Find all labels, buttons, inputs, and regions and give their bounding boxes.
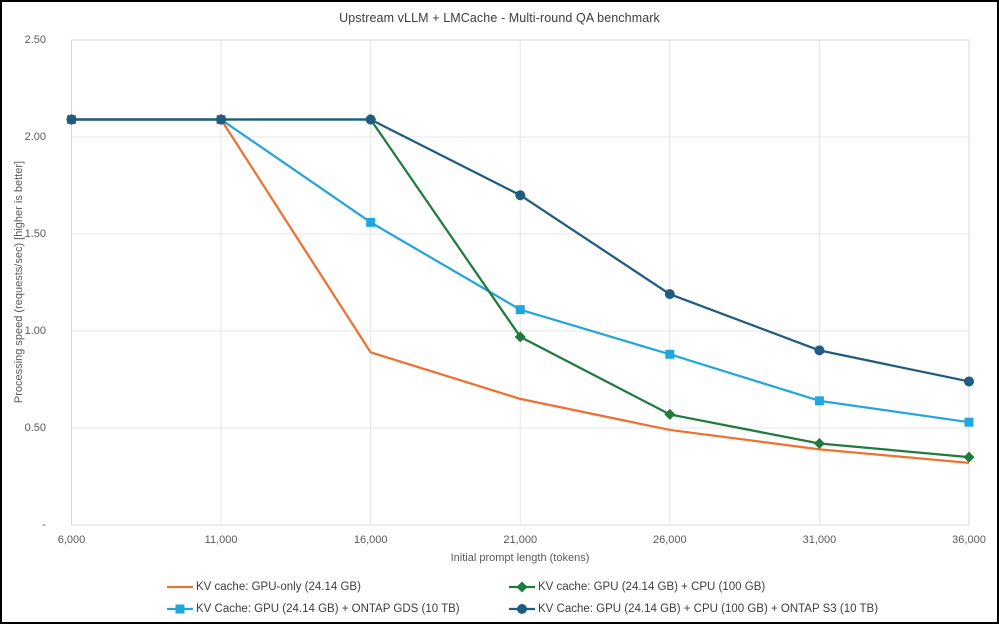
- series-3-marker: [66, 114, 77, 125]
- chart-title: Upstream vLLM + LMCache - Multi-round QA…: [339, 11, 660, 25]
- x-tick-label: 16,000: [353, 534, 388, 546]
- series-3-marker: [216, 114, 227, 125]
- series-1-marker: [515, 305, 525, 315]
- y-tick-label: -: [42, 518, 46, 531]
- series-2-marker: [963, 451, 975, 463]
- legend-item-gpu-only: KV cache: GPU-only (24.14 GB): [167, 579, 361, 595]
- x-tick-label: 31,000: [802, 534, 837, 546]
- series-1-marker: [366, 217, 376, 227]
- legend-marker: [175, 604, 185, 614]
- y-axis-title: Processing speed (requests/sec) [higher …: [13, 160, 25, 404]
- series-1-marker: [665, 349, 675, 359]
- series-1-marker: [964, 417, 974, 427]
- x-tick-label: 11,000: [204, 534, 238, 546]
- legend-label: KV cache: GPU-only (24.14 GB): [196, 581, 361, 593]
- legend-label: KV cache: GPU (24.14 GB) + CPU (100 GB): [538, 581, 766, 593]
- legend-swatch-diamond-icon: [509, 581, 535, 593]
- x-tick-label: 26,000: [653, 534, 687, 546]
- legend-item-gpu-cpu-ontap-s3: KV Cache: GPU (24.14 GB) + CPU (100 GB) …: [509, 601, 878, 617]
- x-axis-title: Initial prompt length (tokens): [450, 552, 590, 564]
- legend-marker: [517, 604, 527, 614]
- series-3-marker: [814, 345, 825, 356]
- legend-swatch-square-icon: [167, 604, 193, 614]
- y-tick-label: 1.00: [24, 324, 46, 337]
- y-tick-label: 2.00: [24, 130, 46, 143]
- legend-label: KV Cache: GPU (24.14 GB) + ONTAP GDS (10…: [196, 603, 460, 615]
- series-3-marker: [365, 114, 376, 125]
- y-tick-label: 2.50: [24, 33, 46, 46]
- legend-item-gpu-ontap-gds: KV Cache: GPU (24.14 GB) + ONTAP GDS (10…: [167, 601, 460, 617]
- y-tick-label: 0.50: [24, 421, 46, 434]
- legend-swatch-line-icon: [167, 585, 193, 589]
- x-tick-label: 6,000: [57, 534, 86, 546]
- series-2-marker: [664, 408, 676, 420]
- series-1-marker: [814, 396, 824, 406]
- series-2-marker: [514, 331, 526, 343]
- legend-label: KV Cache: GPU (24.14 GB) + CPU (100 GB) …: [538, 603, 879, 615]
- legend-item-gpu-cpu: KV cache: GPU (24.14 GB) + CPU (100 GB): [509, 579, 765, 595]
- series-3-marker: [515, 190, 526, 201]
- legend-swatch-circle-icon: [509, 604, 535, 614]
- series-3-marker: [664, 289, 675, 300]
- x-tick-label: 36,000: [952, 534, 986, 546]
- y-tick-label: 1.50: [24, 227, 46, 240]
- series-2-marker: [813, 438, 825, 450]
- x-tick-label: 21,000: [503, 534, 538, 546]
- plot-border: [71, 39, 970, 526]
- legend-marker: [516, 581, 528, 593]
- series-3-marker: [964, 376, 974, 387]
